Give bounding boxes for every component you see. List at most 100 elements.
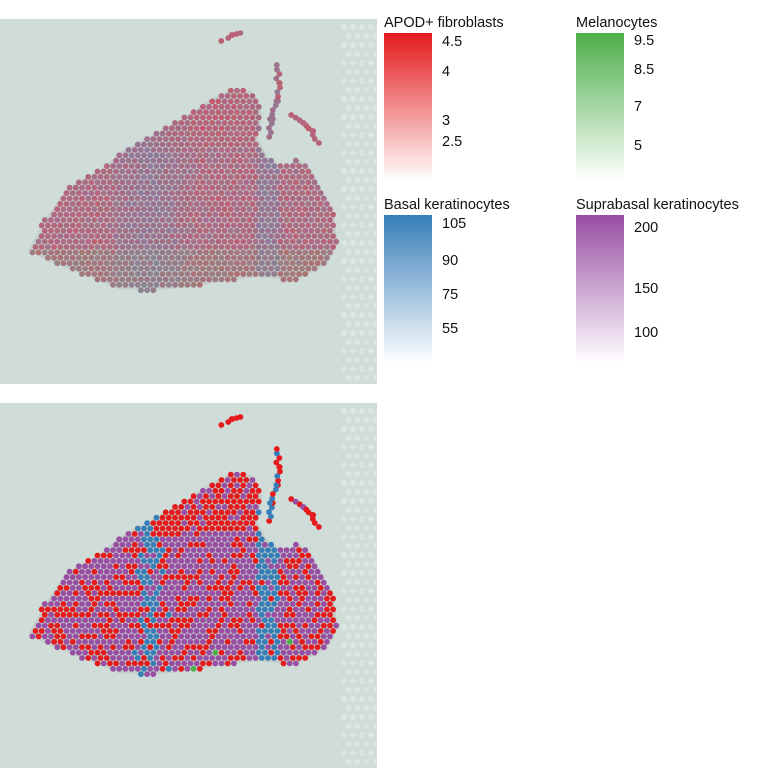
spot [231, 541, 237, 548]
spot [268, 617, 274, 624]
spot [138, 531, 144, 537]
spot [153, 184, 160, 191]
spot [32, 628, 39, 634]
spot [94, 617, 101, 624]
spot [234, 579, 240, 586]
spot [221, 271, 228, 277]
spot [240, 622, 247, 629]
spot [286, 574, 293, 580]
spot [94, 211, 101, 218]
array-grid-dot [354, 561, 361, 567]
spot [85, 195, 92, 202]
spot [172, 644, 178, 651]
array-grid-dot [372, 471, 377, 477]
spot [246, 493, 253, 500]
spot [113, 179, 119, 186]
spot [227, 109, 234, 116]
spot [107, 233, 113, 240]
array-grid-dot [372, 417, 377, 423]
array-grid-dot [350, 732, 356, 738]
spot [100, 606, 107, 613]
spot [119, 660, 126, 667]
spot [288, 496, 295, 502]
spot [193, 574, 200, 580]
spot [178, 174, 185, 180]
array-grid-dot [341, 444, 347, 450]
legend-tick: 150 [634, 281, 659, 297]
spot [249, 168, 256, 175]
spot [128, 174, 135, 180]
spot [277, 174, 284, 180]
spot [193, 585, 200, 591]
spot [69, 638, 76, 645]
spot [274, 222, 281, 229]
spot [69, 628, 76, 634]
spot [283, 195, 290, 202]
spot [187, 190, 194, 197]
spot [196, 281, 203, 288]
legend-tick: 100 [634, 325, 659, 341]
spot [144, 157, 151, 164]
spot [308, 622, 315, 629]
spot [280, 660, 287, 667]
spot [293, 222, 299, 229]
spot [324, 606, 330, 613]
spot [72, 195, 79, 202]
spot [283, 622, 290, 629]
spot [206, 222, 213, 229]
spot [144, 649, 151, 656]
spot [268, 222, 274, 229]
spot [156, 190, 163, 197]
spot [178, 163, 185, 170]
spot [302, 184, 309, 191]
spot [150, 168, 157, 175]
spot [144, 179, 151, 186]
spot [215, 482, 222, 489]
spot [122, 174, 129, 180]
spot [94, 254, 101, 261]
spot [147, 174, 154, 180]
spot [159, 590, 166, 597]
spot [150, 628, 157, 634]
spot [110, 558, 116, 564]
spot [271, 644, 278, 651]
array-grid-dot [341, 132, 347, 138]
array-grid-dot [345, 597, 352, 603]
spot [181, 125, 188, 132]
spot [82, 201, 88, 207]
spot [206, 147, 213, 153]
spot [262, 638, 268, 645]
array-grid-dot [341, 462, 347, 468]
spot [131, 617, 138, 624]
spot [128, 227, 135, 234]
spot [107, 254, 113, 261]
spot [85, 217, 92, 223]
spot [203, 633, 209, 640]
spot [234, 227, 240, 234]
array-grid-dot [350, 276, 356, 282]
spot [221, 227, 228, 234]
spot [156, 585, 163, 591]
spot [165, 579, 172, 586]
spot [141, 227, 147, 234]
array-grid-dot [359, 24, 365, 30]
spot [203, 227, 209, 234]
spot [190, 152, 197, 159]
spot [141, 217, 147, 223]
spot [147, 206, 154, 213]
array-grid-dot [363, 375, 370, 381]
array-grid-dot [341, 552, 347, 558]
spot [243, 254, 250, 261]
spot [190, 601, 197, 607]
spot [116, 184, 123, 191]
spot [122, 227, 129, 234]
spot [224, 233, 231, 240]
spot [218, 276, 225, 283]
spot [88, 585, 95, 591]
spot [138, 233, 144, 240]
spot [317, 585, 324, 591]
spot [131, 211, 138, 218]
spot [320, 644, 327, 651]
spot [141, 260, 147, 267]
spot [48, 601, 54, 607]
